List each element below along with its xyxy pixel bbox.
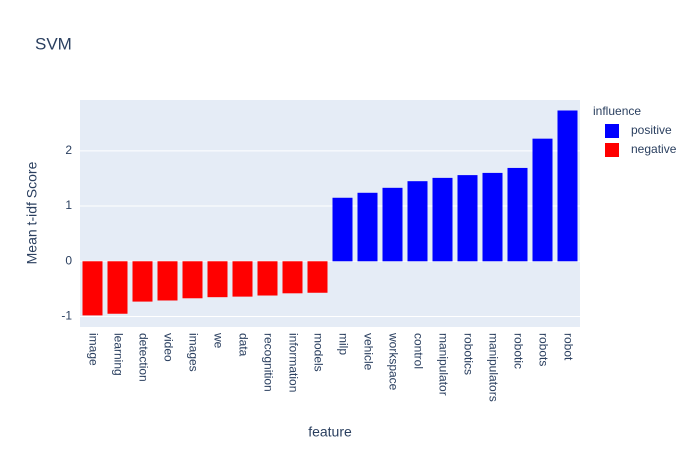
x-tick-label: workspace <box>386 332 400 391</box>
x-tick-label: detection <box>136 333 150 382</box>
legend-title: influence <box>593 104 641 118</box>
bar <box>132 261 153 302</box>
legend-label: positive <box>631 123 672 137</box>
x-tick-label: information <box>286 333 300 392</box>
bar <box>332 197 353 262</box>
legend-label: negative <box>631 142 677 156</box>
x-tick-label: milp <box>336 333 350 355</box>
chart-title: SVM <box>35 34 72 53</box>
x-tick-label: recognition <box>261 333 275 392</box>
x-tick-label: manipulator <box>436 333 450 396</box>
x-tick-label: robot <box>561 333 575 361</box>
bar <box>182 261 203 299</box>
x-tick-label: learning <box>111 333 125 376</box>
bar <box>282 261 303 294</box>
bar <box>482 172 503 262</box>
bar <box>107 261 128 314</box>
x-tick-label: manipulators <box>486 333 500 402</box>
x-tick-label: robots <box>536 333 550 366</box>
bar <box>307 261 328 293</box>
bar <box>257 261 278 296</box>
x-tick-label: vehicle <box>361 333 375 371</box>
bar <box>557 110 578 262</box>
x-tick-label: models <box>311 333 325 372</box>
y-tick-label: 0 <box>65 253 72 267</box>
x-tick-label: images <box>186 333 200 372</box>
bar <box>157 261 178 301</box>
y-tick-label: 2 <box>65 143 72 157</box>
x-tick-label: control <box>411 333 425 369</box>
y-axis-title: Mean t-idf Score <box>24 161 40 264</box>
x-tick-label: we <box>211 332 225 349</box>
legend-swatch <box>605 143 619 157</box>
bar <box>432 177 453 262</box>
bar <box>382 187 403 262</box>
bar <box>82 261 103 316</box>
plot-area <box>80 100 580 327</box>
bar <box>357 192 378 262</box>
x-tick-label: image <box>86 333 100 366</box>
x-tick-label: robotic <box>511 333 525 369</box>
x-tick-label: data <box>236 333 250 357</box>
bar <box>207 261 228 298</box>
bar <box>532 138 553 262</box>
x-tick-label: video <box>161 333 175 362</box>
bar <box>507 167 528 262</box>
y-tick-label: 1 <box>65 198 72 212</box>
x-tick-label: robotics <box>461 333 475 375</box>
bar <box>232 261 253 297</box>
x-axis-title: feature <box>308 424 352 440</box>
bar <box>407 181 428 262</box>
bar <box>457 175 478 262</box>
y-tick-label: -1 <box>61 309 72 323</box>
legend-swatch <box>605 124 619 138</box>
